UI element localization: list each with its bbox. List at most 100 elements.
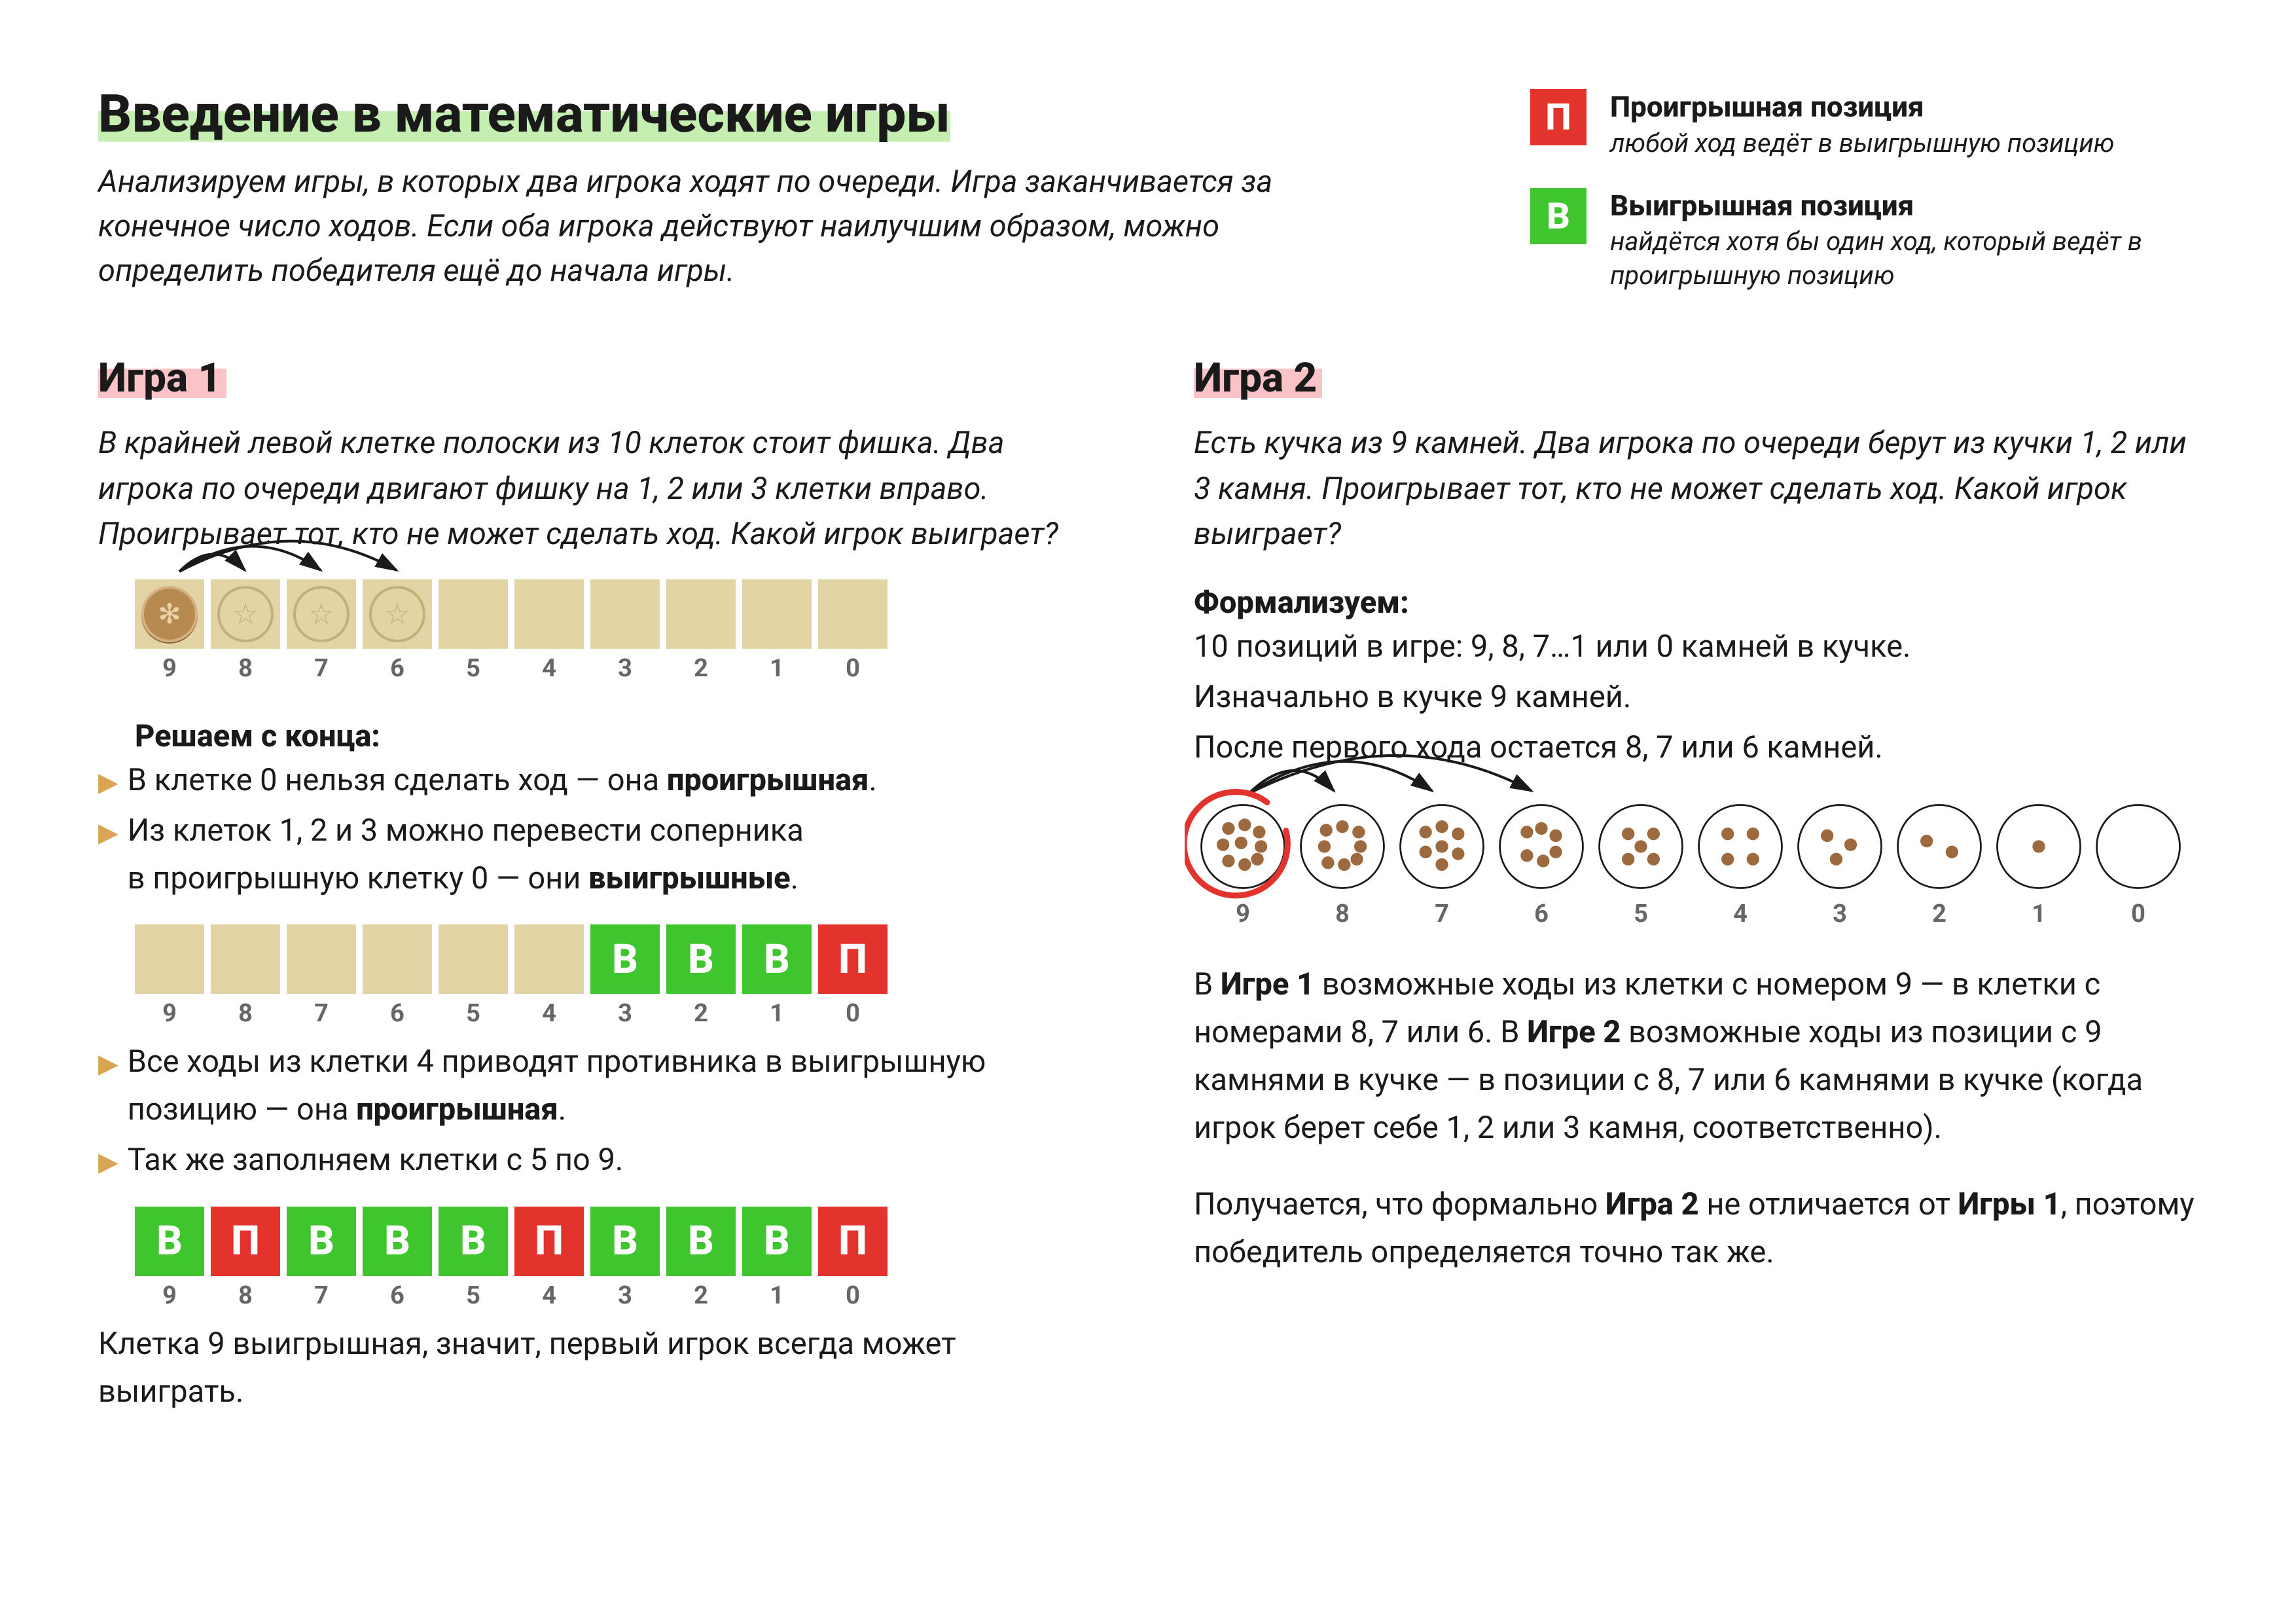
circle-label: 3 [1795,900,1885,928]
strip-cell: П8 [211,1207,280,1276]
cell-letter: В [688,936,714,983]
cell-label: 3 [590,654,660,683]
game1-column: Игра 1 В крайней левой клетке полоски из… [98,354,1102,1415]
circle-label: 1 [1994,900,2084,928]
circle-label: 6 [1496,900,1587,928]
cell-label: 8 [211,1281,280,1310]
game1-strip-partial: 987654В3В2В1П0 [135,924,1102,994]
game2-form-1: 10 позиций в игре: 9, 8, 7…1 или 0 камне… [1194,623,2198,671]
cell-letter: В [308,1217,334,1265]
strip-cell: 9 [135,924,204,994]
cell-label: 2 [666,654,736,683]
legend-win-row: В Выигрышная позиция найдётся хотя бы од… [1530,188,2198,293]
strip-cell: 4 [514,924,584,994]
strip-cell: ☆7 [287,579,356,649]
cell-letter: П [231,1217,260,1265]
game1-bullet-3: ▶ Все ходы из клетки 4 приводят противни… [98,1038,1102,1134]
token-icon: ✻ [141,586,198,642]
bullet-icon: ▶ [98,762,118,803]
lose-text: Проигрышная позиция любой ход ведёт в вы… [1610,89,2114,160]
circle-label: 4 [1695,900,1785,928]
cell-letter: П [535,1217,564,1265]
cell-label: 6 [363,999,432,1028]
cell-letter: В [156,1217,183,1265]
cell-letter: В [384,1217,410,1265]
cell-label: 5 [439,654,508,683]
game2-desc: Есть кучка из 9 камней. Два игрока по оч… [1194,420,2198,557]
intro-text: Анализируем игры, в которых два игрока х… [98,160,1309,293]
bullet-icon: ▶ [98,1044,118,1084]
game2-form-2: Изначально в кучке 9 камней. [1194,674,2198,721]
circle-label: 7 [1397,900,1487,928]
strip-cell: В2 [666,1207,736,1276]
columns: Игра 1 В крайней левой клетке полоски из… [98,354,2198,1415]
game1-desc: В крайней левой клетке полоски из 10 кле… [98,420,1102,557]
strip-cell: В1 [742,924,812,994]
strip-cell: ✻9 [135,579,204,649]
strip-cell: 2 [666,579,736,649]
cell-label: 9 [135,1281,204,1310]
game2-column: Игра 2 Есть кучка из 9 камней. Два игрок… [1194,354,2198,1415]
win-desc: найдётся хотя бы один ход, который ведёт… [1610,225,2198,293]
strip-cell: 7 [287,924,356,994]
cell-label: 0 [818,654,888,683]
title-block: Введение в математические игры Анализиру… [98,85,1309,293]
stone-pile: 0 [2093,801,2183,892]
cell-letter: В [764,936,790,983]
stone-pile: 7 [1397,801,1487,892]
cell-label: 7 [287,999,356,1028]
strip-cell: ☆8 [211,579,280,649]
header-row: Введение в математические игры Анализиру… [98,85,2198,320]
strip-cell: В5 [439,1207,508,1276]
strip-cell: 4 [514,579,584,649]
bullet-text: В клетке 0 нельзя сделать ход — она прои… [128,757,877,805]
lose-desc: любой ход ведёт в выигрышную позицию [1610,126,2114,160]
strip-cell: 0 [818,579,888,649]
cell-label: 6 [363,1281,432,1310]
strip-cell: 5 [439,579,508,649]
token-ghost-icon: ☆ [293,586,350,642]
lose-badge: П [1530,89,1587,145]
circle-label: 2 [1894,900,1984,928]
bullet-text: Из клеток 1, 2 и 3 можно перевести сопер… [128,807,804,903]
strip-cell: П4 [514,1207,584,1276]
strip-cell: В9 [135,1207,204,1276]
circle-label: 0 [2093,900,2183,928]
game1-bullet-2: ▶ Из клеток 1, 2 и 3 можно перевести соп… [98,807,1102,903]
bullet-icon: ▶ [98,812,118,853]
stone-pile: 5 [1596,801,1686,892]
stone-pile: 8 [1297,801,1388,892]
win-title: Выигрышная позиция [1610,189,2198,223]
game1-strip-full: В9П8В7В6В5П4В3В2В1П0 [135,1207,1102,1276]
cell-letter: В [764,1217,790,1265]
cell-label: 4 [514,999,584,1028]
cell-label: 2 [666,1281,736,1310]
game1-conclusion: Клетка 9 выигрышная, значит, первый игро… [98,1321,1102,1416]
game2-circles: 9876543210 [1198,801,2198,892]
cell-letter: В [612,1217,638,1265]
cell-label: 9 [135,654,204,683]
strip-cell: В2 [666,924,736,994]
cell-label: 5 [439,1281,508,1310]
strip-cell: В6 [363,1207,432,1276]
circle-label: 8 [1297,900,1388,928]
game2-heading: Игра 2 [1194,354,1322,402]
strip-cell: 1 [742,579,812,649]
lose-title: Проигрышная позиция [1610,90,2114,124]
cell-letter: В [612,936,638,983]
cell-label: 3 [590,999,660,1028]
stone-pile: 6 [1496,801,1587,892]
strip-cell: 5 [439,924,508,994]
cell-label: 2 [666,999,736,1028]
strip-cell: П0 [818,1207,888,1276]
stone-pile: 3 [1795,801,1885,892]
cell-label: 4 [514,654,584,683]
strip-cell: ☆6 [363,579,432,649]
strip-cell: В1 [742,1207,812,1276]
cell-label: 8 [211,654,280,683]
cell-label: 7 [287,1281,356,1310]
cell-label: 5 [439,999,508,1028]
circle-label: 5 [1596,900,1686,928]
stone-pile: 2 [1894,801,1984,892]
cell-label: 7 [287,654,356,683]
